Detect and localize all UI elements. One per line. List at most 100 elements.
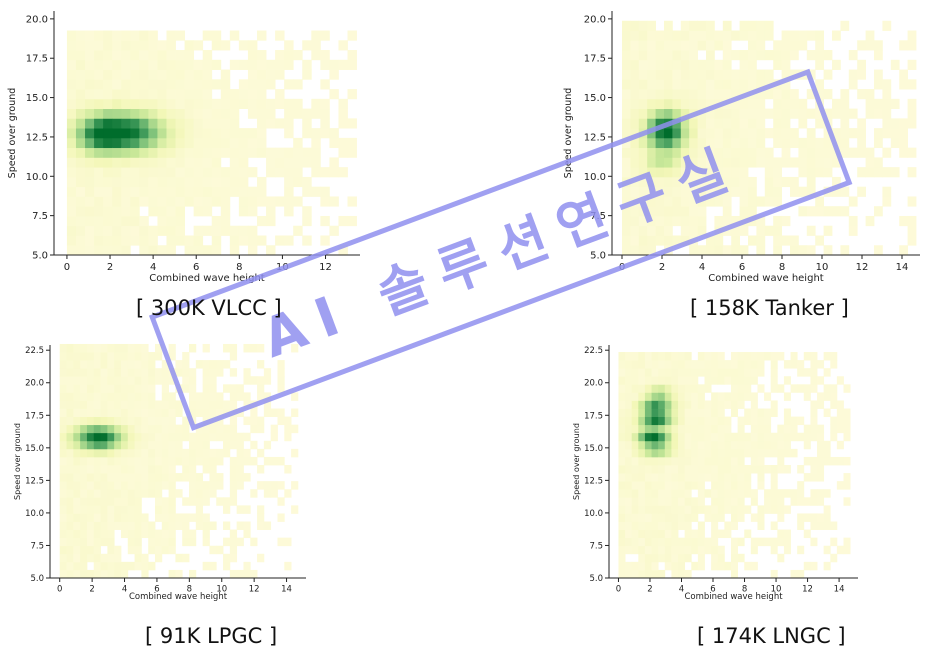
heatmap-cell [229,465,238,474]
heatmap-cell [757,424,765,434]
heatmap-cell [120,489,129,498]
heatmap-cell [678,392,686,401]
heatmap-cell [247,225,258,236]
heatmap-cell [810,368,818,377]
heatmap-cell [815,167,824,178]
heatmap-cell [678,497,686,506]
heatmap-cell [691,473,699,482]
heatmap-cell [697,352,705,361]
heatmap-cell [263,481,272,490]
heatmap-cell [717,465,725,474]
heatmap-cell [94,89,104,100]
heatmap-cell [93,537,101,547]
heatmap-cell [625,440,633,450]
heatmap-cell [744,505,752,514]
heatmap-cell [266,206,276,217]
heatmap-cell [689,176,698,188]
heatmap-cell [195,513,204,522]
heatmap-cell [706,245,715,256]
heatmap-cell [697,186,707,197]
heatmap-cell [678,416,686,426]
heatmap-cell [697,440,705,450]
heatmap-cell [671,384,679,393]
heatmap-cell [815,59,824,70]
heatmap-cell [714,157,724,168]
heatmap-cell [148,147,158,158]
heatmap-cell [256,186,267,197]
heatmap-cell [655,128,665,139]
heatmap-cell [277,408,285,417]
heatmap-cell [717,360,725,369]
heatmap-cell [832,157,841,168]
heatmap-cell [671,448,679,458]
heatmap-cell [127,497,135,506]
heatmap-cell [94,108,104,119]
heatmap-cell [202,147,213,158]
heatmap-cell [644,384,652,393]
heatmap-cell [823,513,831,522]
heatmap-cell [148,376,156,385]
heatmap-cell [671,360,679,369]
heatmap-cell [80,513,88,522]
heatmap-cell [798,40,808,51]
heatmap-cell [739,206,749,217]
heatmap-cell [86,448,95,458]
heatmap-cell [631,440,639,450]
heatmap-cell [161,440,170,450]
heatmap-cell [817,392,825,401]
heatmap-cell [85,40,95,51]
heatmap-cell [243,529,251,539]
heatmap-cell [189,392,197,401]
heatmap-cell [638,416,646,426]
heatmap-cell [756,30,766,41]
heatmap-cell [817,456,825,466]
heatmap-cell [790,128,799,139]
heatmap-cell [86,529,95,539]
heatmap-cell [168,521,176,530]
heatmap-cell [739,196,749,207]
heatmap-cell [815,196,824,207]
y-tick-label: 22.5 [584,346,603,356]
heatmap-cell [631,569,639,579]
heatmap-cell [130,147,140,158]
y-tick-label: 10.0 [25,509,44,519]
heatmap-cell [66,440,74,450]
heatmap-cell [182,432,190,442]
heatmap-cell [311,186,321,197]
heatmap-cell [120,360,129,369]
heatmap-cell [80,537,88,547]
heatmap-cell [161,537,170,547]
heatmap-cell [836,456,844,466]
heatmap-cell [684,352,692,361]
heatmap-cell [625,384,633,393]
heatmap-cell [781,89,791,100]
heatmap-cell [622,186,631,197]
heatmap-cell [664,79,673,90]
heatmap-cell [148,392,156,401]
heatmap-cell [59,400,67,409]
heatmap-cell [739,176,749,188]
heatmap-cell [157,137,167,149]
heatmap-cell [139,128,149,139]
heatmap-cell [631,497,639,506]
heatmap-cell [175,440,183,450]
heatmap-cell [154,368,163,377]
heatmap-cell [86,569,95,579]
heatmap-cell [184,89,195,100]
heatmap-cell [66,128,77,139]
heatmap-cell [59,343,67,353]
heatmap-cell [618,473,626,482]
heatmap-cell [664,215,673,227]
heatmap-cell [103,98,113,109]
heatmap-cell [120,352,129,361]
heatmap-cell [622,69,631,80]
heatmap-cell [175,137,185,149]
heatmap-cell [625,513,633,522]
heatmap-cell [714,235,724,246]
heatmap-cell [85,167,95,178]
heatmap-cell [263,456,272,466]
heatmap-cell [184,196,195,207]
heatmap-cell [184,186,195,197]
heatmap-cell [644,473,652,482]
heatmap-cell [684,497,692,506]
